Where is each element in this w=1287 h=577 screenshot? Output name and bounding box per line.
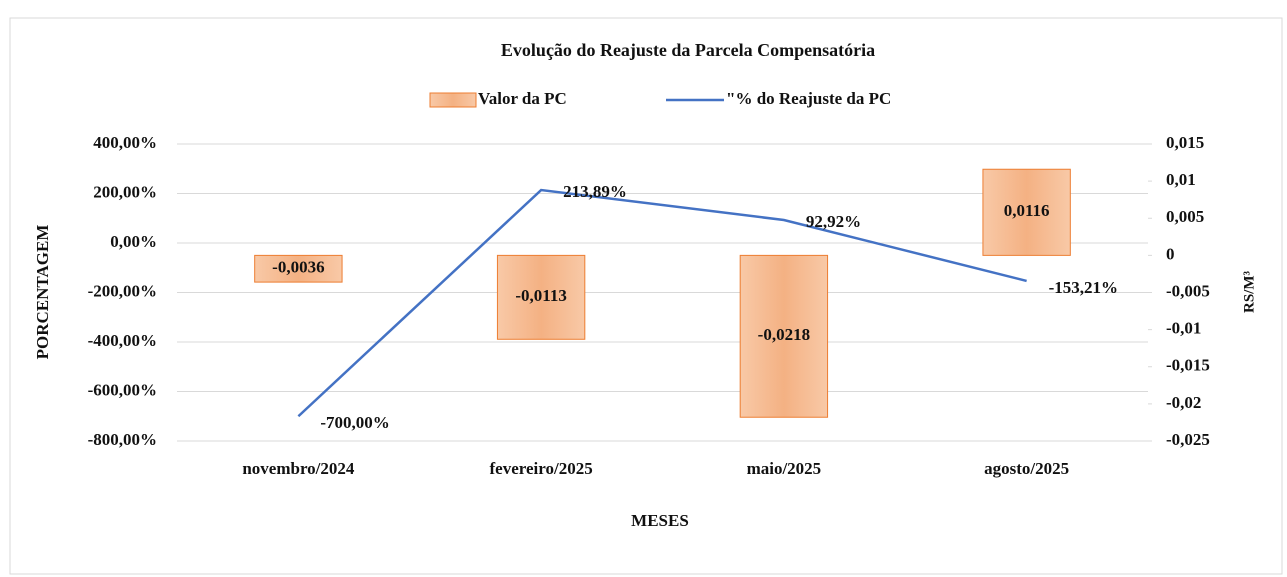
line-value-label: 213,89%: [563, 182, 627, 201]
y-tick-label: -600,00%: [88, 380, 157, 399]
y2-axis-label: RS/M³: [1241, 271, 1257, 314]
y2-tick-label: -0,025: [1166, 430, 1210, 449]
legend-label: "% do Reajuste da PC: [726, 89, 891, 108]
bar-value-label: -0,0218: [758, 325, 810, 344]
y2-tick-label: -0,015: [1166, 356, 1210, 375]
chart-frame: [9, 17, 1283, 575]
legend-swatch: [429, 92, 477, 108]
legend-label: Valor da PC: [478, 89, 567, 108]
line: [297, 188, 1027, 418]
chart-title: Evolução do Reajuste da Parcela Compensa…: [501, 40, 875, 60]
y2-tick-label: 0,005: [1166, 207, 1204, 226]
y2-tick-label: -0,005: [1166, 281, 1210, 300]
bar: [496, 254, 586, 340]
x-tick-label: maio/2025: [747, 459, 822, 478]
bar-value-label: -0,0113: [515, 286, 566, 305]
y2-tick-label: -0,02: [1166, 393, 1201, 412]
y2-tick-label: 0,01: [1166, 170, 1196, 189]
line-value-label: -153,21%: [1049, 278, 1118, 297]
y-axis-label: PORCENTAGEM: [33, 225, 52, 360]
y-tick-label: -400,00%: [88, 331, 157, 350]
y2-tick-label: 0,015: [1166, 133, 1204, 152]
bar-value-label: -0,0036: [272, 258, 324, 277]
y-tick-label: -800,00%: [88, 430, 157, 449]
x-tick-label: fevereiro/2025: [490, 459, 593, 478]
y-tick-label: 400,00%: [93, 133, 157, 152]
x-axis-label: MESES: [631, 511, 689, 530]
bar: [254, 254, 343, 283]
y2-tick-label: -0,01: [1166, 319, 1201, 338]
y-tick-label: 200,00%: [93, 182, 157, 201]
bar: [982, 168, 1071, 256]
y2-tick-label: 0: [1166, 244, 1175, 263]
y-tick-label: 0,00%: [110, 232, 157, 251]
bar: [739, 254, 829, 418]
line-value-label: -700,00%: [320, 413, 389, 432]
x-tick-label: novembro/2024: [242, 459, 355, 478]
y-tick-label: -200,00%: [88, 281, 157, 300]
line-value-label: 92,92%: [806, 212, 861, 231]
x-tick-label: agosto/2025: [984, 459, 1069, 478]
bar-value-label: 0,0116: [1004, 201, 1050, 220]
